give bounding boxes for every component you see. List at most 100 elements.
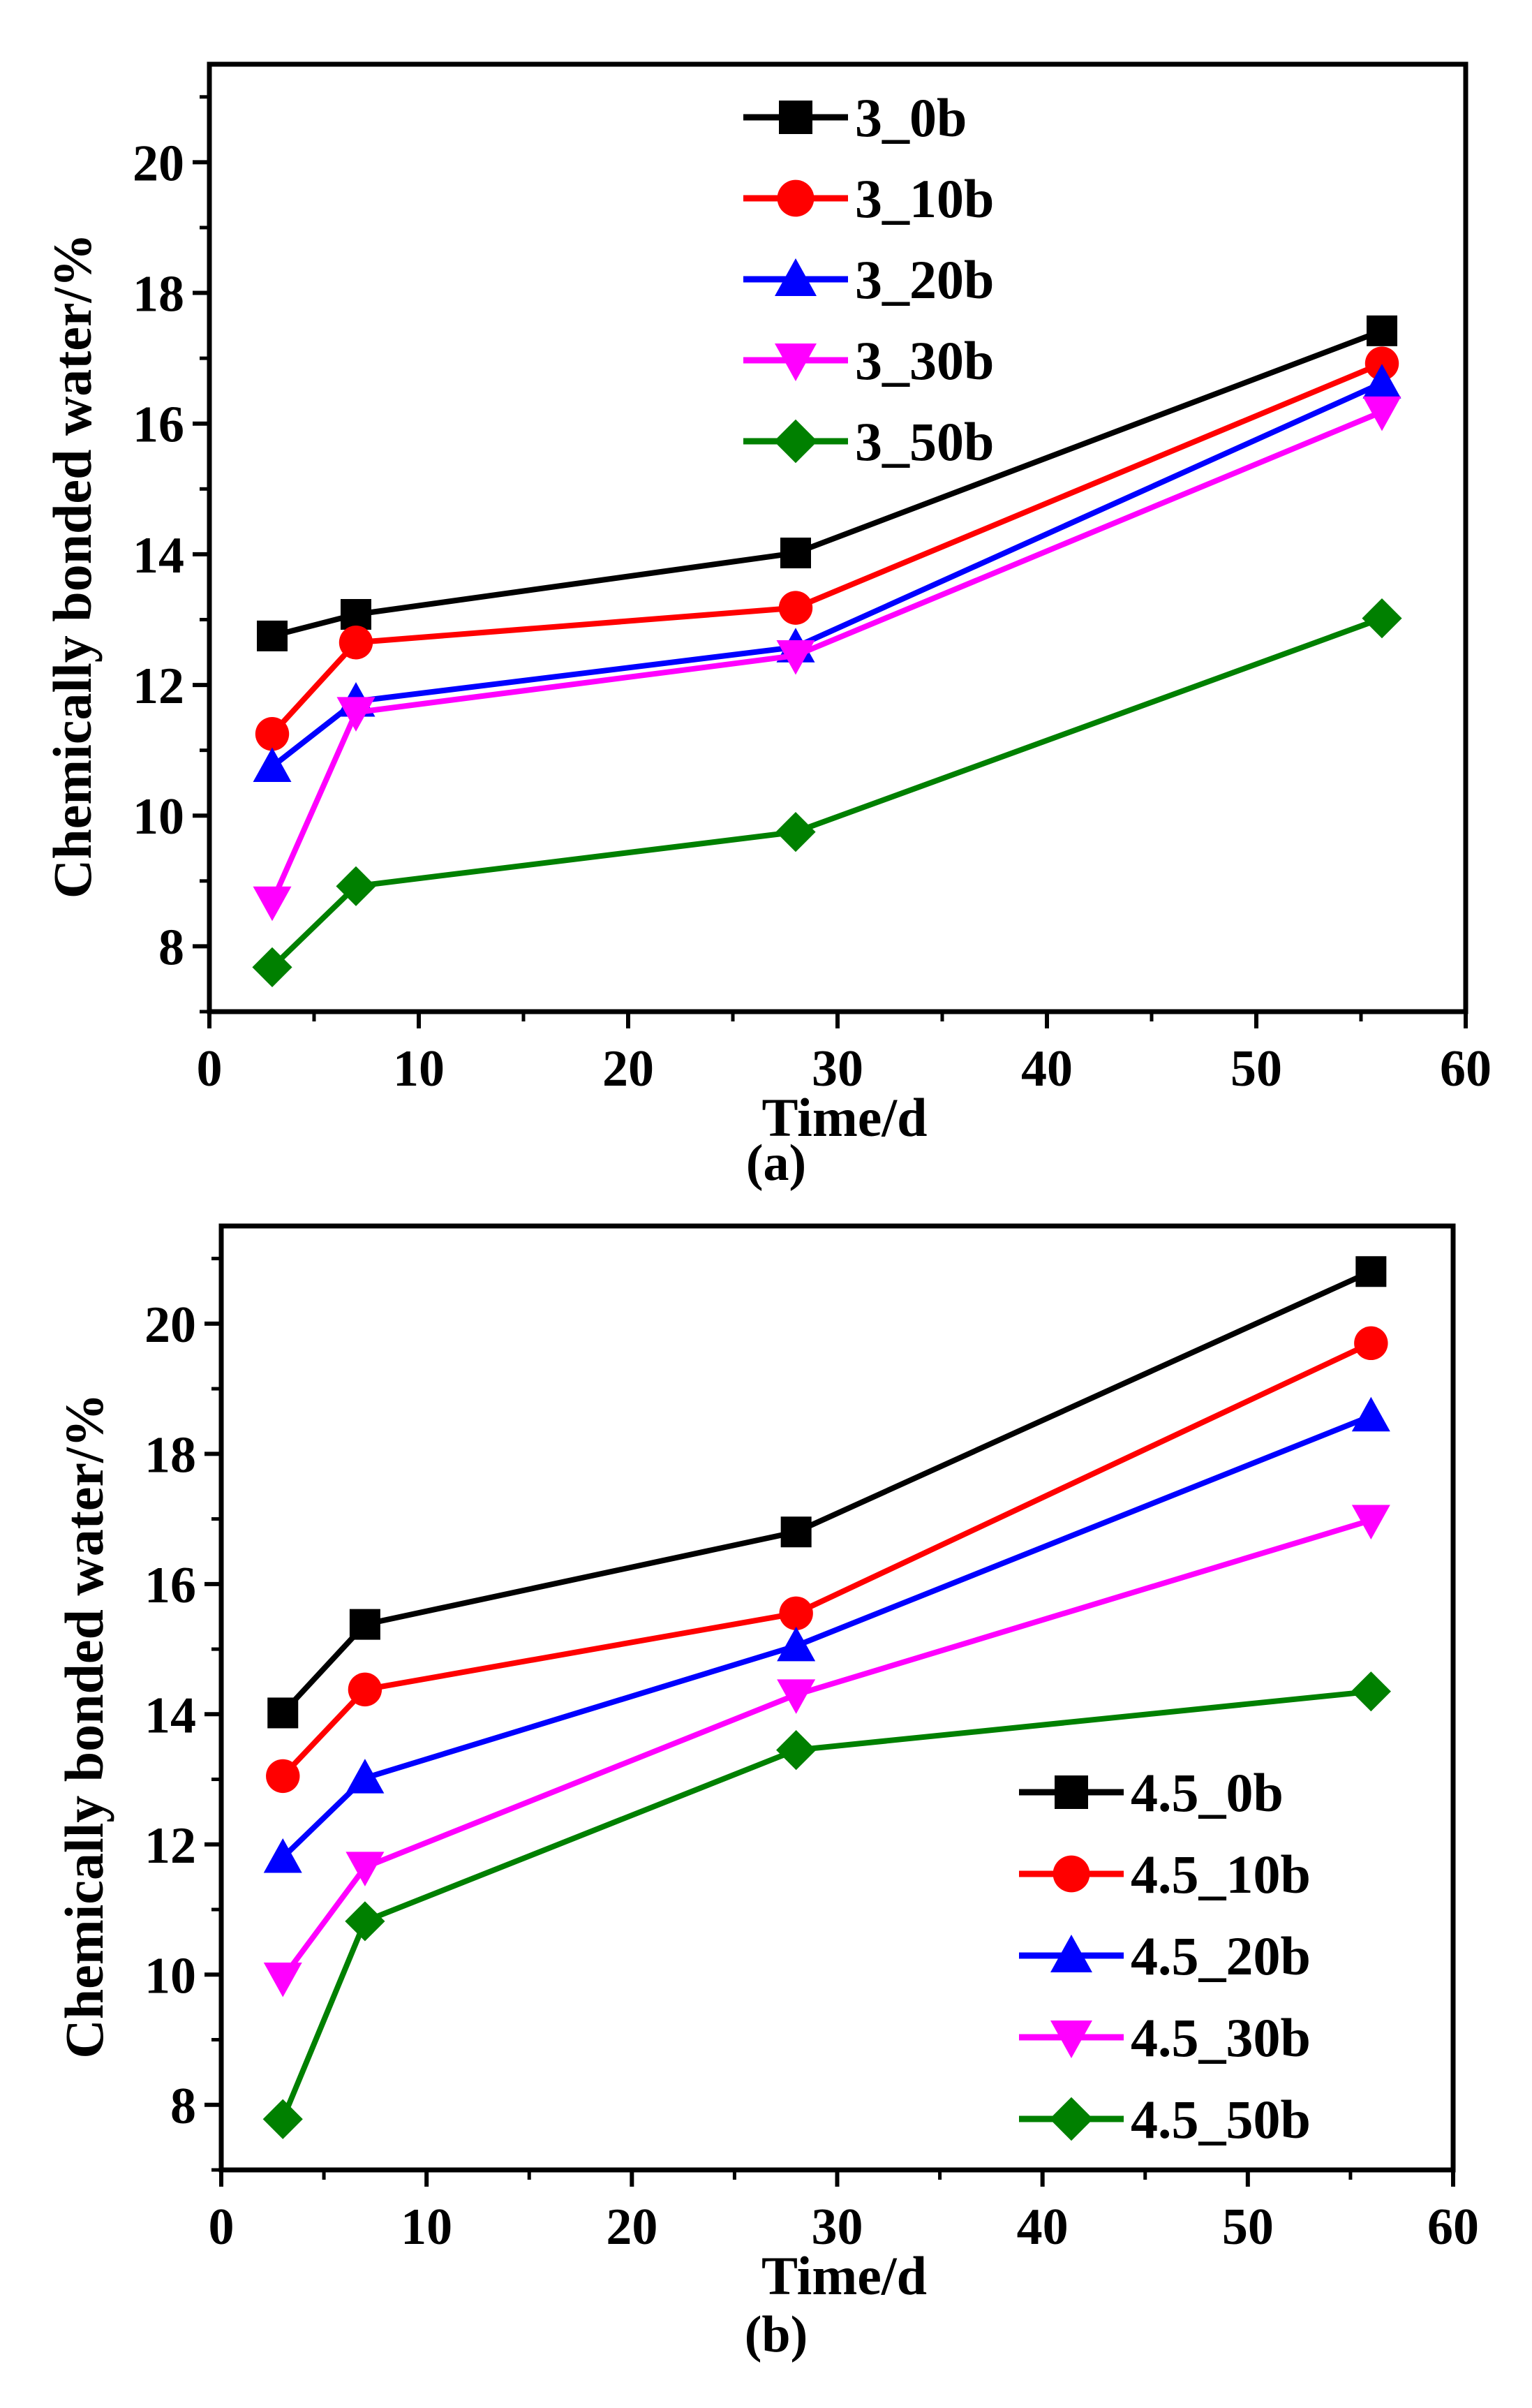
x-tick-label: 30 [812, 1040, 863, 1098]
y-tick-label: 12 [133, 658, 184, 715]
series-line [281, 1269, 1372, 1715]
data-point [777, 1679, 816, 1714]
y-tick-label: 18 [144, 1426, 196, 1484]
data-point [257, 620, 288, 651]
data-point [776, 1729, 817, 1771]
x-axis-title: Time/d [761, 2245, 927, 2306]
data-point [1351, 1396, 1390, 1432]
y-tick-label: 12 [144, 1817, 196, 1875]
data-point [252, 947, 292, 987]
series-line [270, 381, 1383, 769]
data-point [778, 591, 813, 625]
legend: 4.5_0b 4.5_10b 4.5_20b 4.5_30b 4.5_50b [1019, 1762, 1311, 2150]
data-point [345, 1759, 385, 1794]
legend-item: 4.5_0b [1019, 1762, 1284, 1823]
series-line [281, 1517, 1372, 1980]
x-tick-label: 60 [1440, 1040, 1492, 1098]
y-tick-label: 14 [133, 527, 184, 584]
data-point [779, 1596, 813, 1630]
series-3_30b [253, 396, 1401, 922]
legend-label: 4.5_0b [1131, 1762, 1284, 1823]
x-tick-label: 50 [1222, 2199, 1274, 2256]
x-tick-label: 40 [1017, 2199, 1069, 2256]
x-axis-title: Time/d [762, 1087, 928, 1148]
series-4.5_30b [263, 1505, 1390, 1997]
data-point [253, 886, 292, 922]
legend-label: 4.5_20b [1131, 1926, 1311, 1986]
x-tick-label: 20 [606, 2199, 657, 2256]
data-point [780, 538, 811, 569]
y-tick-label: 16 [133, 397, 184, 454]
legend-label: 3_30b [855, 330, 994, 391]
series-3_10b [255, 346, 1399, 751]
legend-item: 3_10b [743, 168, 994, 229]
data-point [263, 1838, 302, 1873]
data-point [1364, 346, 1399, 381]
series-3_0b [257, 315, 1397, 651]
x-tick-label: 60 [1427, 2199, 1479, 2256]
legend-label: 4.5_50b [1131, 2089, 1311, 2150]
data-point [345, 1901, 385, 1942]
data-point [1362, 364, 1401, 399]
data-point [341, 598, 371, 630]
x-tick-label: 0 [209, 2199, 235, 2256]
y-tick-label: 8 [170, 2078, 196, 2135]
x-tick-label: 10 [393, 1040, 445, 1098]
legend-label: 3_20b [855, 249, 994, 310]
y-tick-label: 14 [144, 1687, 196, 1744]
series-line [270, 615, 1383, 970]
series-line [269, 409, 1383, 903]
data-point [1351, 1671, 1391, 1712]
legend-marker [773, 419, 818, 464]
x-tick-label: 0 [197, 1040, 223, 1098]
x-tick-label: 20 [602, 1040, 654, 1098]
data-point [263, 1962, 302, 1997]
y-tick-label: 10 [144, 1947, 196, 2004]
legend: 3_0b 3_10b 3_20b 3_30b 3_50b [743, 87, 994, 472]
data-point [336, 697, 375, 732]
legend-marker [1053, 1855, 1090, 1893]
legend-marker [779, 101, 812, 134]
legend-label: 3_0b [855, 87, 967, 148]
y-axis-title: Chemically bonded water/% [42, 233, 103, 899]
legend-marker [1050, 1935, 1092, 1972]
legend-item: 4.5_30b [1019, 2007, 1311, 2068]
data-point [255, 717, 290, 751]
series-line [270, 360, 1383, 736]
y-tick-label: 10 [133, 788, 184, 845]
legend-label: 4.5_10b [1131, 1844, 1311, 1905]
data-point [253, 747, 292, 783]
data-point [776, 640, 815, 675]
legend-item: 4.5_50b [1019, 2089, 1311, 2150]
x-tick-label: 10 [401, 2199, 452, 2256]
legend-item: 4.5_10b [1019, 1844, 1311, 1905]
data-point [1362, 598, 1402, 639]
legend-marker [777, 179, 815, 217]
series-line [272, 328, 1383, 639]
chart-1: 0 10 20 30 40 50 60 8 10 12 14 16 18 20 Time/d Chemical… [42, 61, 1492, 1192]
data-point [348, 1672, 382, 1707]
series-3_50b [252, 598, 1402, 987]
legend-item: 3_50b [743, 411, 994, 472]
legend-marker [775, 344, 817, 381]
series-4.5_10b [266, 1326, 1388, 1794]
legend-marker [775, 258, 817, 296]
x-tick-label: 40 [1021, 1040, 1073, 1098]
series-4.5_20b [263, 1396, 1390, 1873]
data-point [775, 812, 816, 852]
series-line [280, 1688, 1371, 2120]
y-tick-label: 16 [144, 1557, 196, 1614]
data-point [1367, 315, 1397, 346]
figure-caption: (a) [746, 1135, 806, 1192]
series-line [281, 1340, 1373, 1778]
data-point [345, 1852, 385, 1886]
data-point [780, 1516, 812, 1548]
legend-marker [1050, 2021, 1092, 2058]
legend-item: 3_0b [743, 87, 967, 148]
legend-label: 3_10b [855, 168, 994, 229]
data-point [1362, 396, 1401, 431]
series-4.5_50b [262, 1671, 1391, 2139]
x-tick-label: 30 [812, 2199, 863, 2256]
y-axis-title: Chemically bonded water/% [54, 1393, 114, 2058]
y-tick-label: 20 [133, 135, 184, 192]
